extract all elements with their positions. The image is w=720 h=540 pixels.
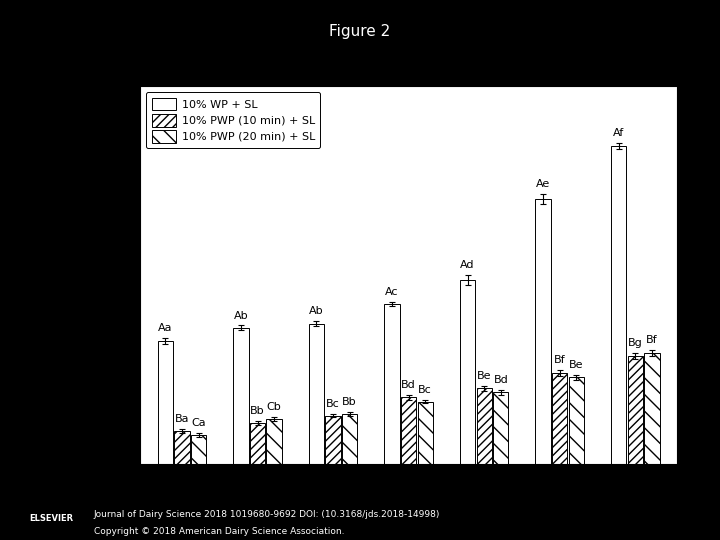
Text: Ae: Ae — [536, 179, 550, 190]
Text: Cb: Cb — [266, 402, 282, 412]
Bar — [384, 304, 400, 464]
Bar — [342, 414, 357, 464]
Text: Be: Be — [569, 360, 584, 370]
Bar — [460, 280, 475, 464]
Text: Ab: Ab — [233, 310, 248, 321]
Bar — [233, 328, 248, 464]
Bar — [309, 323, 324, 464]
Text: Bd: Bd — [493, 375, 508, 385]
Text: Ab: Ab — [309, 306, 324, 316]
Text: Bc: Bc — [326, 399, 340, 409]
X-axis label: SL concentration (%, wt/vol): SL concentration (%, wt/vol) — [320, 492, 498, 505]
Bar — [493, 393, 508, 464]
Legend: 10% WP + SL, 10% PWP (10 min) + SL, 10% PWP (20 min) + SL: 10% WP + SL, 10% PWP (10 min) + SL, 10% … — [146, 92, 320, 148]
Y-axis label: Particle size (nm): Particle size (nm) — [89, 221, 102, 329]
Bar — [325, 416, 341, 464]
Text: ELSEVIER: ELSEVIER — [29, 514, 73, 523]
Bar — [250, 423, 265, 464]
Text: Bf: Bf — [646, 335, 657, 345]
Bar — [536, 199, 551, 464]
Bar — [418, 402, 433, 464]
Bar — [569, 377, 584, 464]
Text: Copyright © 2018 American Dairy Science Association.: Copyright © 2018 American Dairy Science … — [94, 526, 344, 536]
Text: Bb: Bb — [250, 406, 265, 416]
Bar — [191, 435, 206, 464]
Text: Ac: Ac — [385, 287, 399, 297]
Bar — [401, 397, 416, 464]
Bar — [628, 356, 643, 464]
Text: Bc: Bc — [418, 385, 432, 395]
Text: Journal of Dairy Science 2018 1019680-9692 DOI: (10.3168/jds.2018-14998): Journal of Dairy Science 2018 1019680-96… — [94, 510, 440, 519]
Text: Bf: Bf — [554, 355, 565, 365]
Text: Af: Af — [613, 128, 624, 138]
Text: Ca: Ca — [192, 418, 206, 428]
Text: Ad: Ad — [460, 260, 474, 270]
Bar — [158, 341, 173, 464]
Bar — [477, 388, 492, 464]
Bar — [644, 353, 660, 464]
Bar — [266, 418, 282, 464]
Text: Aa: Aa — [158, 323, 173, 333]
Text: Be: Be — [477, 371, 491, 381]
Text: Bg: Bg — [628, 338, 643, 348]
Text: Ba: Ba — [175, 414, 189, 424]
Bar — [174, 431, 189, 464]
Bar — [552, 373, 567, 464]
Bar — [611, 146, 626, 464]
Text: Figure 2: Figure 2 — [329, 24, 391, 39]
Text: Bd: Bd — [401, 380, 416, 390]
Text: Bb: Bb — [342, 397, 357, 407]
